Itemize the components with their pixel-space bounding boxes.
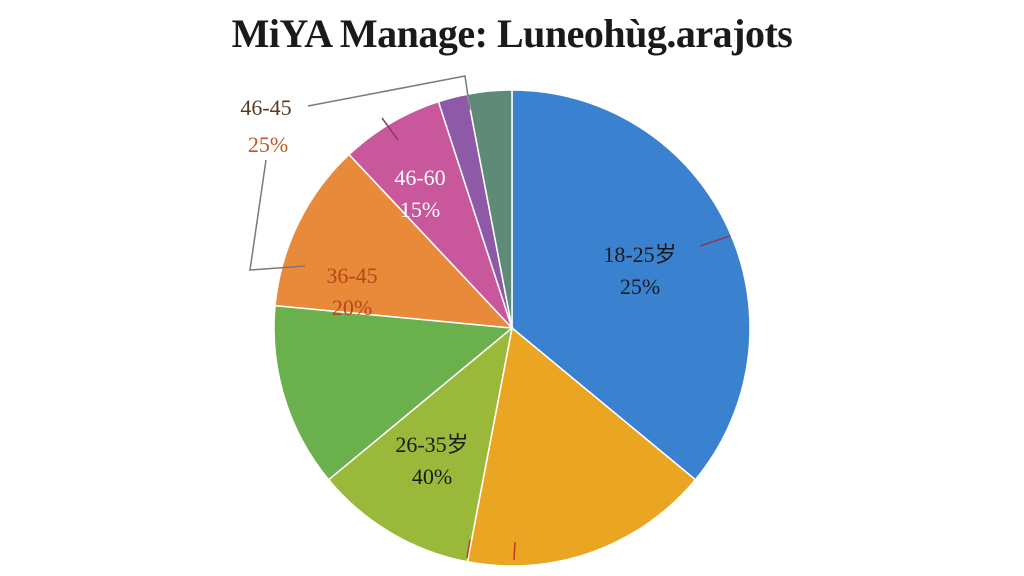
slice-leader-line: [466, 539, 516, 561]
pie-slice: [348, 100, 513, 329]
pie-slice: [511, 89, 751, 481]
slice-percent-label: 25%: [620, 274, 660, 299]
pie-slice: [274, 153, 514, 329]
callout-bracket-line: [249, 159, 306, 271]
slice-leader-line: [699, 235, 731, 247]
slice-category-label: 46-60: [394, 165, 445, 190]
chart-title: MiYA Manage: Luneohùg.arajots: [231, 11, 793, 56]
callout-leader-line: [307, 75, 471, 111]
slice-leader-line: [381, 117, 399, 141]
callout-percent-label: 25%: [248, 132, 288, 157]
callout-category-label: 46-45: [240, 95, 291, 120]
slice-percent-label: 40%: [412, 464, 452, 489]
slice-percent-label: 15%: [400, 197, 440, 222]
slice-category-label: 36-45: [326, 263, 377, 288]
slice-category-label: 26-35岁: [395, 432, 468, 457]
slice-category-label: 18-25岁: [603, 242, 676, 267]
pie-slice: [466, 326, 697, 567]
pie-slice: [327, 326, 514, 563]
pie-slice: [273, 304, 514, 481]
slice-percent-label: 20%: [332, 295, 372, 320]
